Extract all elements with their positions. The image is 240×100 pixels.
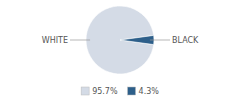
legend-swatch <box>128 87 136 95</box>
slice <box>86 6 154 74</box>
legend-swatch <box>81 87 89 95</box>
category-label: BLACK <box>172 36 199 45</box>
pie <box>86 6 154 74</box>
annotations: WHITE BLACK <box>42 36 199 45</box>
legend-label: 95.7% <box>92 87 118 96</box>
leader-line <box>70 40 90 41</box>
legend-label: 4.3% <box>139 87 160 96</box>
chart: WHITE BLACK 95.7% 4.3% <box>0 0 240 100</box>
category-label: WHITE <box>42 36 68 45</box>
slice <box>120 35 154 44</box>
legend: 95.7% 4.3% <box>81 87 159 96</box>
leader-line <box>150 40 170 41</box>
